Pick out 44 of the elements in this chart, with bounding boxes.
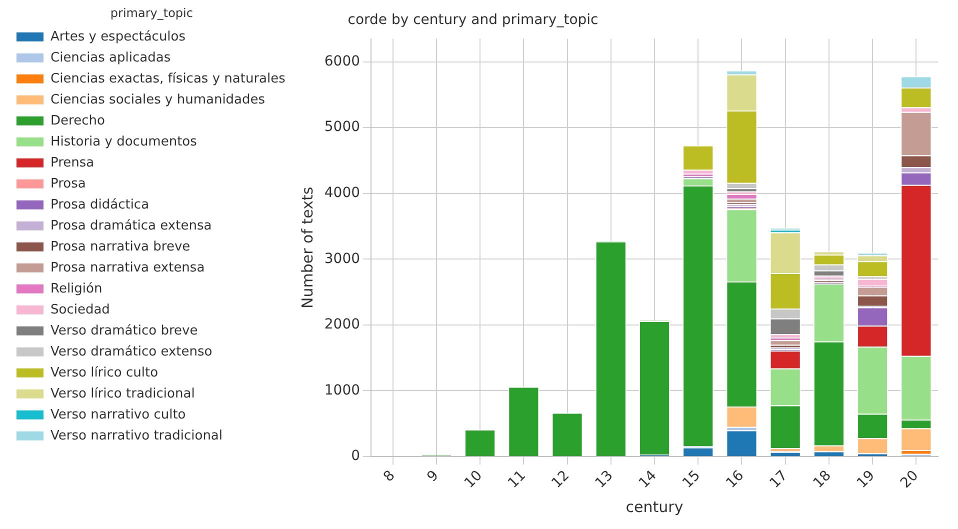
y-tick-label: 5000	[324, 119, 360, 136]
legend-label: Prosa narrativa breve	[50, 239, 190, 254]
x-tick-label: 20	[898, 468, 922, 492]
x-tick-label: 15	[680, 468, 704, 492]
x-tick-label: 8	[380, 468, 398, 486]
x-tick-label: 18	[810, 468, 834, 492]
y-tick-label: 0	[351, 448, 360, 464]
legend-label: Sociedad	[50, 302, 110, 318]
legend-label: Verso lírico tradicional	[50, 386, 195, 402]
chart-title: corde by century and primary_topic	[348, 12, 598, 28]
x-tick-label: 13	[592, 468, 616, 492]
legend-label: Verso lírico culto	[50, 365, 158, 380]
x-tick-label: 10	[462, 468, 486, 492]
legend-label: Historia y documentos	[50, 134, 198, 150]
legend-title: primary_topic	[110, 6, 193, 20]
y-tick-label: 1000	[324, 382, 360, 398]
x-axis-title: century	[626, 498, 684, 516]
legend-label: Ciencias exactas, físicas y naturales	[50, 71, 286, 86]
legend-label: Prensa	[50, 155, 94, 170]
legend-label: Verso narrativo culto	[50, 407, 186, 422]
x-tick-label: 19	[854, 468, 878, 492]
legend-label: Prosa dramática extensa	[50, 218, 212, 234]
legend-label: Ciencias sociales y humanidades	[50, 92, 266, 108]
y-axis-title: Number of texts	[298, 186, 316, 308]
y-tick-label: 2000	[324, 316, 360, 333]
legend-label: Ciencias aplicadas	[50, 50, 171, 66]
y-tick-label: 4000	[324, 185, 360, 202]
legend-label: Verso dramático breve	[50, 323, 198, 338]
y-tick-label: 6000	[324, 53, 360, 70]
legend-label: Artes y espectáculos	[50, 29, 186, 44]
x-tick-label: 11	[505, 468, 530, 492]
x-tick-label: 12	[548, 468, 573, 492]
legend-label: Prosa	[50, 176, 86, 192]
x-tick-label: 9	[424, 468, 442, 486]
x-tick-label: 14	[636, 467, 660, 492]
legend-label: Verso narrativo tradicional	[50, 428, 223, 444]
legend-label: Prosa didáctica	[50, 197, 150, 212]
x-tick-label: 17	[766, 468, 791, 492]
legend-label: Religión	[50, 281, 102, 296]
y-tick-label: 3000	[324, 250, 360, 267]
legend-label: Derecho	[50, 113, 105, 128]
legend-label: Verso dramático extenso	[50, 344, 212, 360]
x-tick-label: 16	[723, 467, 748, 492]
legend-label: Prosa narrativa extensa	[50, 260, 205, 276]
